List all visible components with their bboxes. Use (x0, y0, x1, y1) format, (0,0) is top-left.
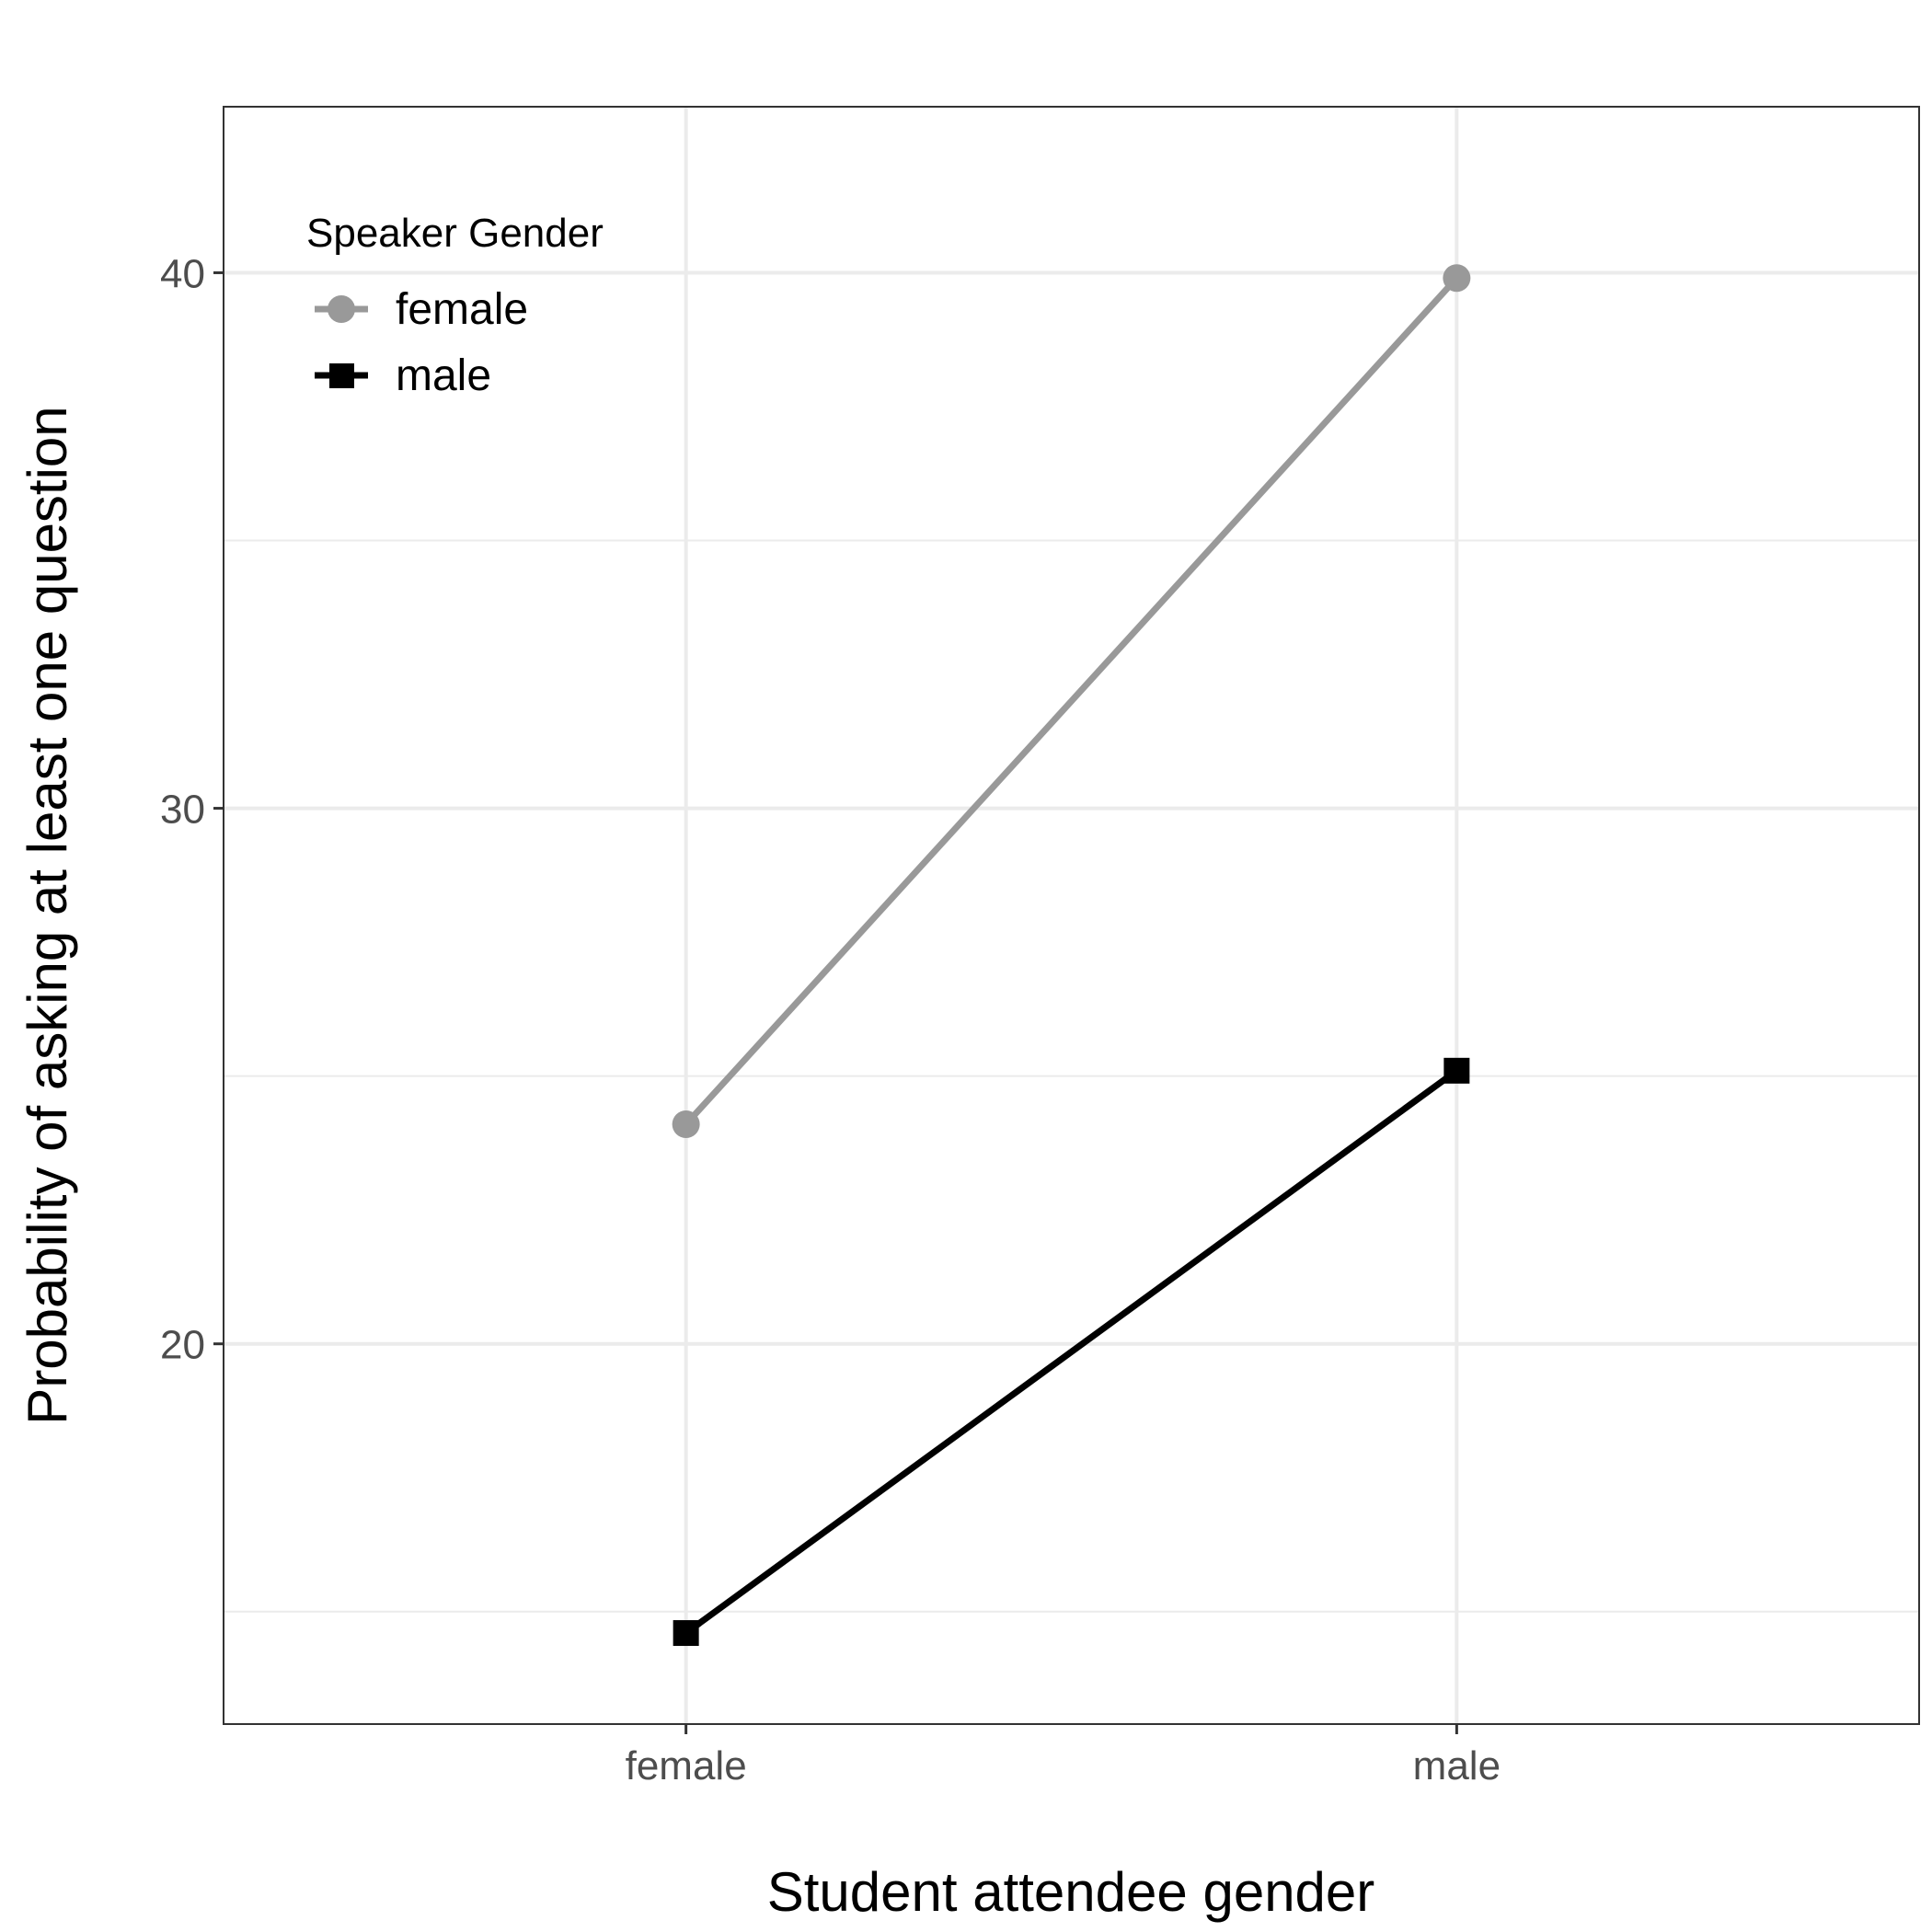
y-tick-label: 20 (160, 1323, 205, 1368)
data-point-female (672, 1110, 700, 1139)
series-layer (672, 264, 1471, 1647)
x-tick-label: male (1413, 1743, 1501, 1788)
legend-item-female: female (315, 285, 528, 334)
minor-gridlines (224, 539, 1919, 1613)
plot-border (223, 106, 1920, 1725)
data-point-male (1443, 1057, 1470, 1084)
legend-label-female: female (396, 285, 528, 334)
x-axis-title: Student attendee gender (767, 1861, 1375, 1923)
series-female (672, 264, 1471, 1139)
axis-ticks: 20 30 40 female male (160, 251, 1501, 1788)
data-point-male (673, 1620, 699, 1647)
major-gridlines (224, 107, 1919, 1724)
legend-label-male: male (396, 351, 491, 400)
x-tick-label: female (626, 1743, 747, 1788)
legend-item-male: male (315, 351, 491, 400)
plot-panel (224, 107, 1919, 1724)
legend: Speaker Gender female male (306, 211, 604, 400)
legend-key-marker-female (328, 295, 355, 323)
y-tick-label: 40 (160, 251, 205, 296)
series-line-female (684, 275, 1459, 1127)
y-tick-label: 30 (160, 788, 205, 833)
y-axis-title: Probability of asking at least one quest… (17, 406, 78, 1424)
series-male (673, 1057, 1470, 1647)
series-line-male (684, 1067, 1459, 1636)
data-point-female (1443, 264, 1471, 293)
legend-title: Speaker Gender (306, 211, 604, 256)
legend-key-marker-male (329, 363, 354, 388)
